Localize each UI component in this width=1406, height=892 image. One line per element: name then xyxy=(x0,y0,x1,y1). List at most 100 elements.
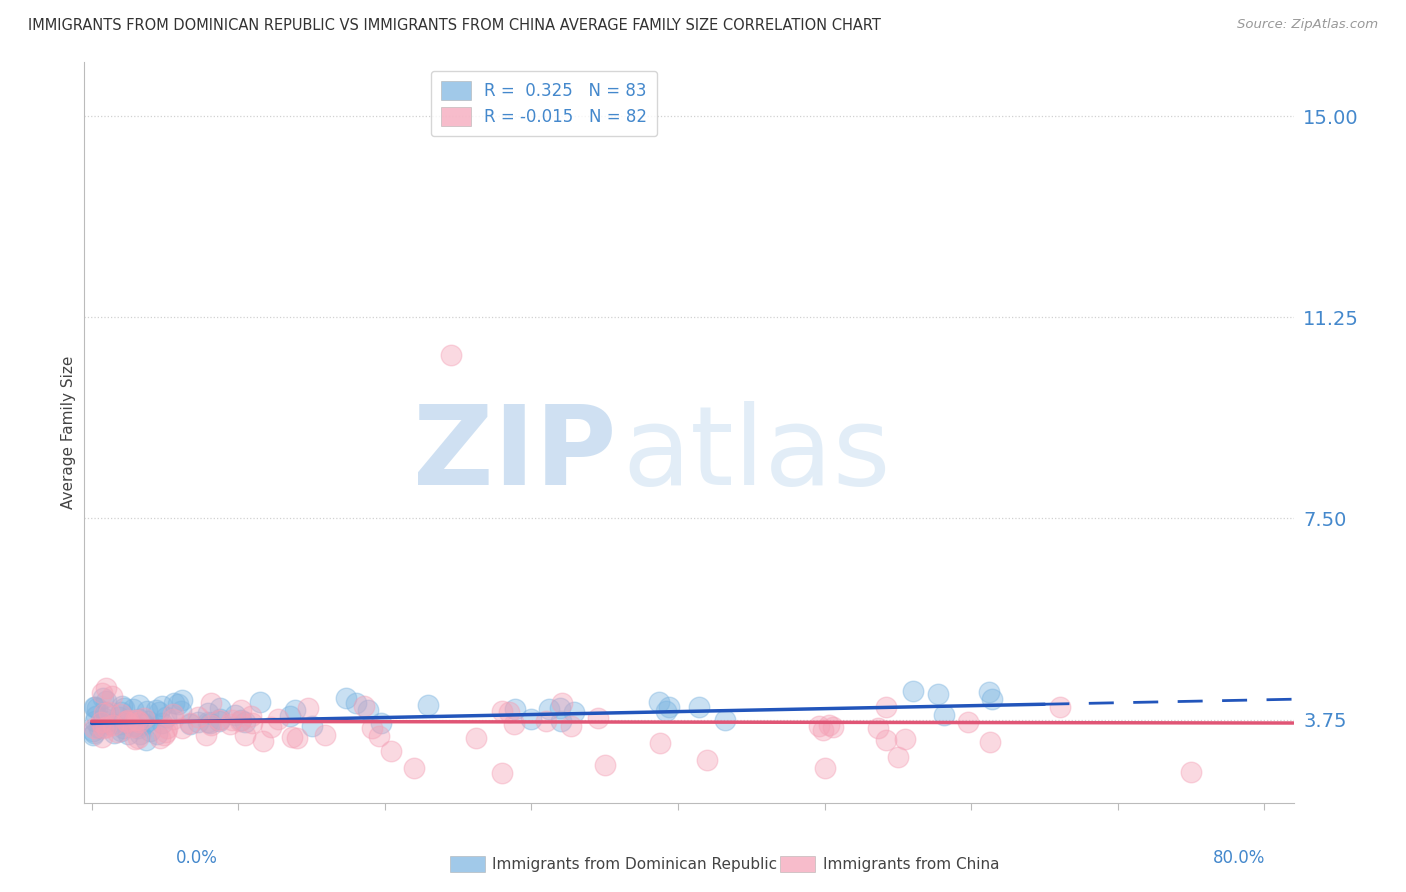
Point xyxy=(416,698,439,713)
Point xyxy=(93,711,115,725)
Point xyxy=(240,708,263,723)
Point xyxy=(688,699,710,714)
Text: ZIP: ZIP xyxy=(413,401,616,508)
Point xyxy=(875,700,897,714)
Point xyxy=(134,716,156,731)
Point xyxy=(658,700,681,714)
Point xyxy=(169,704,191,718)
Point xyxy=(82,723,104,738)
Point xyxy=(112,721,135,735)
Point xyxy=(229,713,252,727)
Point xyxy=(145,703,167,717)
Text: atlas: atlas xyxy=(623,401,891,508)
Point xyxy=(93,705,115,719)
Point xyxy=(808,719,831,733)
Point xyxy=(128,698,150,712)
Point xyxy=(979,735,1001,749)
Point xyxy=(170,721,193,735)
Point xyxy=(200,717,222,731)
Point xyxy=(83,721,105,735)
Point xyxy=(208,712,231,726)
Point xyxy=(240,715,263,730)
Point xyxy=(115,714,138,729)
Point xyxy=(110,716,132,731)
Point xyxy=(84,709,107,723)
Point xyxy=(233,728,256,742)
Point xyxy=(335,691,357,706)
Point xyxy=(260,720,283,734)
Point xyxy=(83,700,105,714)
Point xyxy=(89,722,111,736)
Point xyxy=(285,731,308,745)
Point xyxy=(122,720,145,734)
Point xyxy=(404,761,426,775)
Point xyxy=(868,721,890,735)
Point xyxy=(503,702,526,716)
Point xyxy=(94,681,117,695)
Point xyxy=(117,714,139,728)
Point xyxy=(980,692,1002,706)
Point xyxy=(520,712,543,726)
Point xyxy=(224,707,246,722)
Point xyxy=(83,714,105,728)
Point xyxy=(562,705,585,719)
Point xyxy=(96,694,118,708)
Point xyxy=(166,697,188,711)
Point xyxy=(105,725,128,739)
Point xyxy=(86,701,108,715)
Point xyxy=(101,718,124,732)
Point xyxy=(465,731,488,746)
Point xyxy=(139,723,162,738)
Text: Source: ZipAtlas.com: Source: ZipAtlas.com xyxy=(1237,18,1378,31)
Point xyxy=(148,731,170,745)
Point xyxy=(162,707,184,722)
Point xyxy=(148,705,170,719)
Point xyxy=(135,733,157,747)
Point xyxy=(91,686,114,700)
Point xyxy=(209,701,232,715)
Text: Immigrants from Dominican Republic: Immigrants from Dominican Republic xyxy=(492,857,778,871)
Point xyxy=(187,710,209,724)
Point xyxy=(284,703,307,717)
Point xyxy=(93,706,115,720)
Point xyxy=(91,691,114,706)
Point xyxy=(548,701,571,715)
Point xyxy=(344,696,367,710)
Point xyxy=(110,707,132,722)
Point xyxy=(813,723,835,737)
Point xyxy=(233,715,256,730)
Point xyxy=(129,727,152,741)
Point xyxy=(903,683,925,698)
Point xyxy=(593,758,616,772)
Point xyxy=(96,714,118,729)
Point xyxy=(440,348,463,362)
Point xyxy=(1180,764,1202,779)
Point xyxy=(150,716,173,731)
Point xyxy=(132,711,155,725)
Point xyxy=(127,731,149,745)
Point xyxy=(551,696,574,710)
Point xyxy=(82,728,104,742)
Text: 0.0%: 0.0% xyxy=(176,849,218,867)
Point xyxy=(125,719,148,733)
Point xyxy=(977,684,1000,698)
Point xyxy=(115,714,138,728)
Point xyxy=(647,696,669,710)
Point xyxy=(957,714,980,729)
Point xyxy=(278,709,301,723)
Point xyxy=(112,701,135,715)
Point xyxy=(127,713,149,727)
Text: IMMIGRANTS FROM DOMINICAN REPUBLIC VS IMMIGRANTS FROM CHINA AVERAGE FAMILY SIZE : IMMIGRANTS FROM DOMINICAN REPUBLIC VS IM… xyxy=(28,18,882,33)
Point xyxy=(103,726,125,740)
Point xyxy=(550,714,572,728)
Point xyxy=(117,727,139,741)
Point xyxy=(115,714,138,729)
Point xyxy=(221,713,243,727)
Point xyxy=(208,714,231,728)
Legend: R =  0.325   N = 83, R = -0.015   N = 82: R = 0.325 N = 83, R = -0.015 N = 82 xyxy=(430,70,657,136)
Point xyxy=(357,703,380,717)
Point xyxy=(179,715,201,730)
Point xyxy=(200,696,222,710)
Point xyxy=(297,700,319,714)
Point xyxy=(197,706,219,721)
